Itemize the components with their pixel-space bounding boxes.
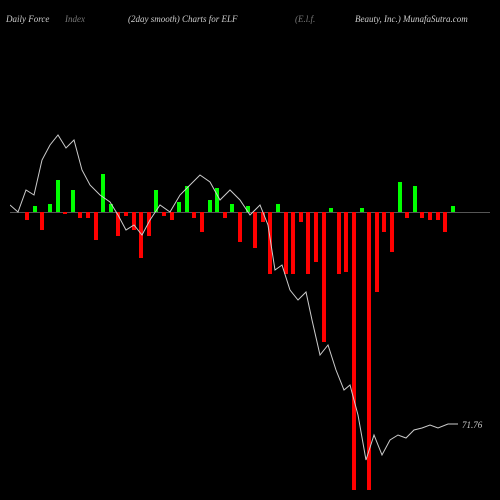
header-part-4: (E.l.f. bbox=[295, 14, 315, 24]
force-index-chart: 71.76 bbox=[10, 40, 490, 490]
current-value-label: 71.76 bbox=[462, 420, 482, 430]
price-line bbox=[10, 40, 490, 490]
chart-header: Daily Force Index (2day smooth) Charts f… bbox=[0, 14, 500, 34]
header-part-2: Index bbox=[65, 14, 85, 24]
header-part-3: (2day smooth) Charts for ELF bbox=[128, 14, 238, 24]
header-part-1: Daily Force bbox=[6, 14, 49, 24]
header-part-5: Beauty, Inc.) MunafaSutra.com bbox=[355, 14, 468, 24]
